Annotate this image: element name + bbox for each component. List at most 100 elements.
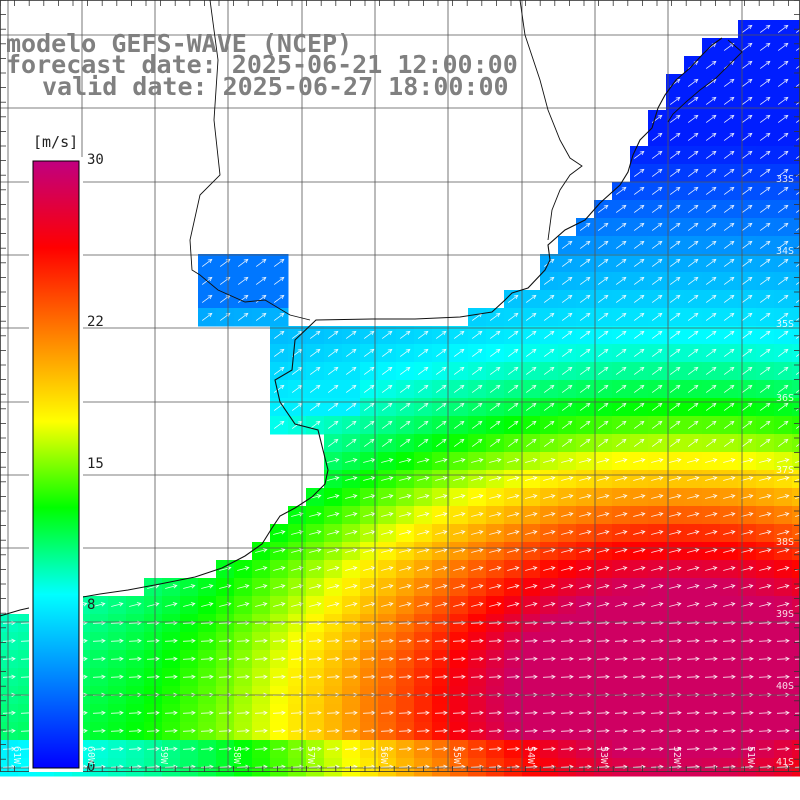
- wind-arrow: [489, 530, 502, 535]
- wind-arrow: [308, 728, 322, 734]
- wind-arrow: [687, 78, 699, 87]
- wind-arrow: [254, 710, 268, 716]
- wind-arrow: [542, 746, 556, 752]
- wind-arrow: [741, 384, 753, 393]
- wind-arrow: [543, 566, 556, 571]
- wind-arrow: [723, 548, 736, 553]
- wind-arrow: [507, 458, 520, 463]
- wind-arrow: [669, 168, 681, 177]
- wind-cell: [792, 362, 800, 381]
- wind-arrow: [687, 132, 699, 141]
- wind-arrow: [525, 584, 538, 589]
- wind-arrow: [723, 566, 736, 571]
- wind-arrow: [290, 656, 304, 662]
- wind-arrow: [686, 656, 700, 662]
- wind-arrow: [650, 728, 664, 734]
- wind-arrow: [381, 548, 394, 553]
- wind-arrow: [794, 658, 800, 660]
- wind-arrow: [561, 512, 574, 517]
- colorbar-tick-label: 15: [87, 455, 104, 472]
- wind-arrow: [524, 710, 538, 716]
- wind-arrow: [381, 584, 394, 589]
- wind-arrow: [741, 258, 753, 267]
- wind-arrow: [399, 384, 411, 393]
- wind-arrow: [453, 366, 465, 375]
- wind-arrow: [561, 240, 573, 249]
- wind-arrow: [543, 530, 556, 535]
- wind-arrow: [651, 204, 663, 213]
- wind-arrow: [92, 710, 106, 716]
- wind-arrow: [633, 420, 645, 429]
- wind-arrow: [327, 384, 339, 393]
- wind-arrow: [597, 530, 610, 535]
- wind-arrow: [92, 656, 106, 662]
- wind-arrow: [759, 132, 771, 141]
- wind-arrow: [524, 674, 538, 680]
- wind-arrow: [146, 710, 160, 716]
- wind-arrow: [740, 656, 754, 662]
- wind-arrow: [597, 258, 609, 267]
- wind-arrow: [399, 366, 411, 375]
- wind-arrow: [723, 530, 736, 535]
- wind-arrow: [687, 402, 699, 411]
- wind-arrow: [759, 494, 772, 499]
- wind-arrow: [561, 312, 573, 321]
- wind-arrow: [471, 420, 483, 429]
- wind-arrow: [723, 42, 735, 51]
- wind-arrow: [723, 512, 736, 517]
- wind-arrow: [381, 402, 393, 411]
- wind-arrow: [759, 348, 771, 357]
- wind-arrow: [578, 620, 592, 626]
- wind-cell: [792, 308, 800, 327]
- wind-arrow: [794, 622, 800, 624]
- wind-arrow: [597, 312, 609, 321]
- wind-arrow: [578, 728, 592, 734]
- wind-arrow: [543, 348, 555, 357]
- wind-arrow: [723, 96, 735, 105]
- wind-arrow: [704, 710, 718, 716]
- wind-arrow: [507, 476, 520, 481]
- longitude-label: 60W: [85, 746, 96, 765]
- wind-arrow: [326, 728, 340, 734]
- wind-arrow: [704, 638, 718, 644]
- wind-arrow: [615, 548, 628, 553]
- wind-arrow: [345, 584, 358, 589]
- wind-arrow: [218, 620, 232, 626]
- wind-arrow: [543, 494, 556, 499]
- wind-arrow: [579, 566, 592, 571]
- wind-arrow: [111, 602, 124, 607]
- wind-arrow: [795, 317, 800, 321]
- title-line-model: modelo GEFS-WAVE (NCEP): [6, 29, 353, 58]
- wind-arrow: [308, 674, 322, 680]
- wind-arrow: [273, 548, 286, 553]
- wind-arrow: [470, 746, 484, 752]
- wind-arrow: [741, 276, 753, 285]
- wind-arrow: [453, 584, 466, 589]
- wind-arrow: [794, 766, 800, 768]
- wind-arrow: [489, 494, 502, 499]
- wind-arrow: [723, 276, 735, 285]
- wind-arrow: [669, 476, 682, 481]
- wind-arrow: [615, 384, 627, 393]
- wind-arrow: [327, 420, 339, 429]
- wind-arrow: [759, 566, 772, 571]
- wind-arrow: [345, 402, 357, 411]
- wind-arrow: [651, 494, 664, 499]
- wind-arrow: [578, 674, 592, 680]
- wind-arrow: [417, 458, 430, 463]
- wind-arrow: [399, 530, 412, 535]
- wind-arrow: [633, 512, 646, 517]
- wind-arrow: [291, 548, 304, 553]
- wind-arrow: [615, 258, 627, 267]
- wind-arrow: [651, 330, 663, 339]
- wind-arrow: [777, 348, 789, 357]
- wind-arrow: [597, 476, 610, 481]
- wind-cell: [792, 326, 800, 345]
- wind-arrow: [741, 530, 754, 535]
- wind-arrow: [579, 602, 592, 607]
- wind-arrow: [651, 150, 663, 159]
- wind-arrow: [615, 458, 628, 463]
- wind-arrow: [723, 204, 735, 213]
- wind-arrow: [435, 438, 447, 447]
- wind-arrow: [704, 620, 718, 626]
